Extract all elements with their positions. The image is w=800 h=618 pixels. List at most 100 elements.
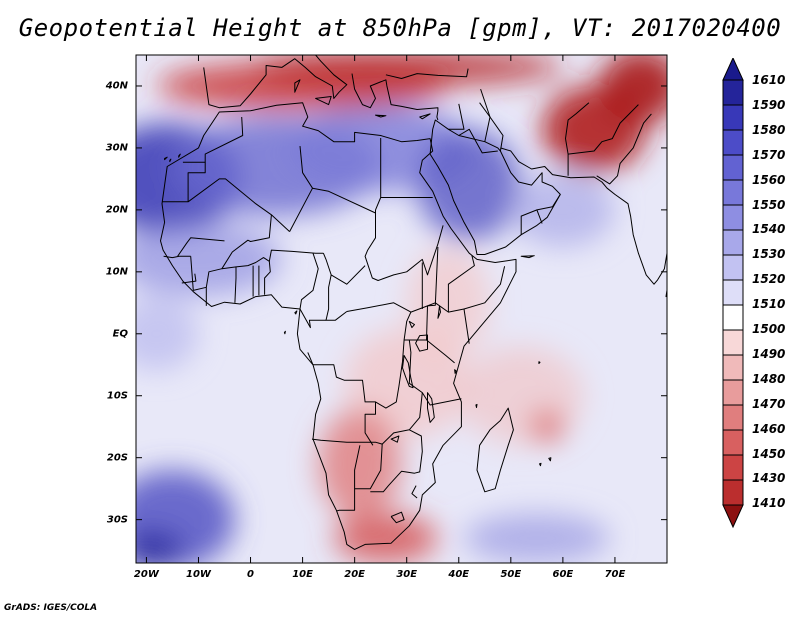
map-panel	[135, 54, 668, 564]
island-outline-14	[128, 240, 129, 242]
colorbar-swatch-16	[722, 479, 744, 506]
country-border-7	[375, 138, 382, 211]
lat-label-1: 30N	[105, 142, 128, 154]
country-border-3	[177, 237, 225, 257]
island-outline-16	[665, 286, 667, 298]
lake-outline-3	[390, 435, 400, 443]
country-border-33	[268, 249, 324, 262]
island-outline-12	[294, 310, 298, 315]
country-border-17	[299, 308, 326, 329]
lon-label-5: 30E	[396, 569, 418, 580]
island-outline-13	[283, 330, 286, 335]
colorbar-label-13: 1470	[752, 396, 786, 411]
country-border-44	[596, 113, 652, 185]
lon-label-7: 50E	[500, 569, 522, 580]
lon-label-6: 40E	[448, 569, 470, 580]
island-outline-6	[419, 113, 431, 120]
colorbar-swatch-6	[722, 229, 744, 256]
lon-label-1: 10W	[185, 569, 211, 580]
country-border-23	[364, 401, 376, 446]
colorbar-swatch-15	[722, 454, 744, 481]
lat-label-0: 40N	[105, 80, 128, 92]
country-border-41	[480, 88, 504, 152]
colorbar-swatch-1	[722, 104, 744, 131]
island-outline-8	[548, 457, 552, 462]
height-field-blob-3	[417, 129, 522, 241]
height-field-blob-17	[136, 532, 183, 563]
map-frame	[135, 54, 668, 564]
country-border-22	[311, 438, 383, 490]
colorbar-label-7: 1530	[752, 247, 786, 262]
island-outline-10	[538, 361, 541, 364]
island-outline-3	[294, 79, 301, 93]
colorbar-swatch-14	[722, 429, 744, 456]
colorbar-label-3: 1570	[752, 147, 786, 162]
lat-label-2: 20N	[105, 204, 128, 216]
island-outline-15	[520, 255, 535, 259]
country-border-29	[205, 257, 271, 306]
height-field-blob-19	[463, 513, 610, 563]
colorbar-label-6: 1540	[752, 222, 786, 237]
country-border-30	[234, 266, 237, 303]
lat-label-6: 20S	[106, 452, 128, 464]
madagascar-coastline	[476, 407, 514, 493]
geopotential-map	[135, 54, 668, 564]
island-outline-11	[454, 369, 457, 374]
colorbar-label-15: 1450	[752, 446, 786, 461]
colorbar-label-12: 1480	[752, 371, 786, 386]
country-border-35	[163, 255, 191, 259]
colorbar-swatch-13	[722, 404, 744, 431]
country-border-19	[404, 305, 428, 341]
colorbar-label-5: 1550	[752, 197, 786, 212]
colorbar-label-16: 1430	[752, 471, 786, 486]
country-border-11	[325, 274, 348, 321]
colorbar-swatch-8	[722, 279, 744, 306]
lake-outline-0	[415, 334, 428, 352]
colorbar-swatch-5	[722, 204, 744, 231]
colorbar-swatch-7	[722, 254, 744, 281]
country-border-16	[463, 266, 506, 310]
island-outline-2	[178, 153, 181, 158]
country-border-37	[181, 273, 197, 284]
country-border-15	[447, 254, 475, 313]
lon-label-8: 60E	[552, 569, 574, 580]
geography-lines	[128, 55, 667, 550]
lon-label-4: 20E	[344, 569, 366, 580]
island-outline-9	[475, 403, 478, 408]
country-border-34	[299, 253, 319, 310]
lat-label-4: EQ	[112, 328, 128, 340]
height-field-blob-9	[599, 55, 667, 124]
island-outline-4	[315, 96, 332, 106]
country-border-27	[411, 485, 418, 499]
colorbar-label-8: 1520	[752, 272, 786, 287]
colorbar-bottom-arrow	[722, 504, 744, 529]
lon-label-2: 0	[247, 569, 254, 580]
colorbar-label-9: 1510	[752, 297, 786, 312]
colorbar-swatch-12	[722, 379, 744, 406]
country-border-43	[568, 104, 639, 155]
arabia-coastline	[429, 119, 561, 255]
country-border-36	[190, 256, 207, 291]
island-outline-0	[164, 156, 168, 161]
axis-ticks	[136, 55, 667, 563]
eastern-mediterranean-coastline	[351, 73, 439, 121]
africa-coastline	[160, 102, 517, 550]
colorbar-label-1: 1590	[752, 97, 786, 112]
height-field-blob-13	[531, 411, 563, 443]
island-outline-1	[169, 158, 172, 163]
colorbar-label-14: 1460	[752, 421, 786, 436]
colorbar-swatch-0	[722, 79, 744, 106]
country-border-38	[458, 128, 498, 154]
lon-label-9: 70E	[604, 569, 626, 580]
europe-coastline	[203, 55, 348, 109]
height-field-blob-18	[136, 296, 199, 371]
country-border-26	[336, 488, 356, 512]
island-outline-5	[375, 114, 387, 118]
colorbar-label-10: 1500	[752, 322, 786, 336]
lon-label-3: 10E	[292, 569, 313, 580]
country-border-6	[299, 146, 313, 189]
country-border-14	[427, 246, 439, 307]
colorbar-swatch-4	[722, 179, 744, 206]
country-border-2	[187, 178, 290, 232]
colorbar-swatch-2	[722, 129, 744, 156]
